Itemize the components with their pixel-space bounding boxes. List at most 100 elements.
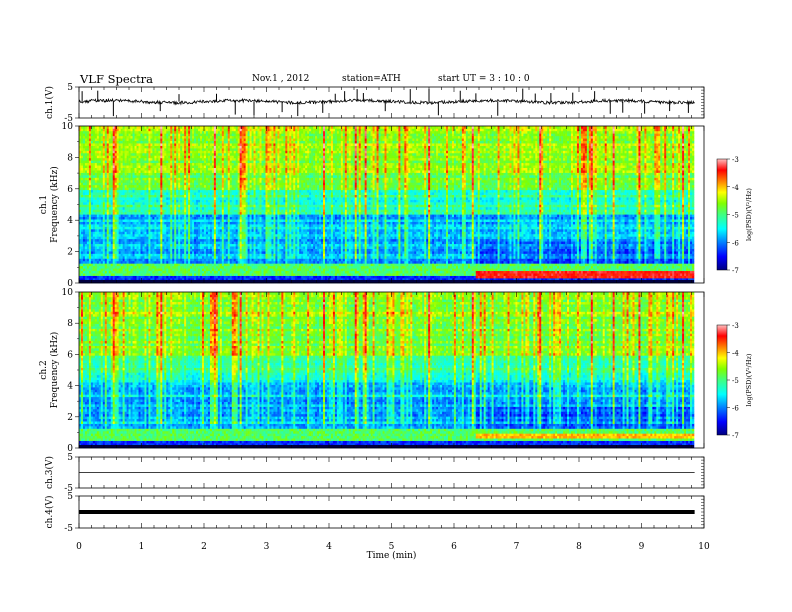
spectrogram-cell <box>231 148 235 151</box>
spectrogram-cell <box>106 175 110 178</box>
spectrogram-cell <box>168 189 171 193</box>
spectrogram-cell <box>116 157 119 161</box>
spectrogram-cell <box>158 251 161 254</box>
spectrogram-cell <box>211 214 215 218</box>
spectrogram-cell <box>221 189 225 193</box>
spectrogram-cell <box>231 243 235 247</box>
spectrogram-cell <box>215 145 219 149</box>
spectrogram-cell <box>124 204 127 208</box>
spectrogram-cell <box>202 155 205 159</box>
spectrogram-cell <box>140 177 143 181</box>
spectrogram-cell <box>182 197 185 200</box>
spectrogram-cell <box>136 184 139 188</box>
spectrogram-cell <box>209 192 213 195</box>
spectrogram-cell <box>82 214 86 218</box>
spectrogram-cell <box>203 233 207 237</box>
spectrogram-cell <box>128 206 131 210</box>
spectrogram-cell <box>92 248 96 252</box>
spectrogram-cell <box>188 236 191 240</box>
spectrogram-cell <box>79 238 82 242</box>
spectrogram-cell <box>102 160 106 164</box>
spectrogram-cell <box>90 256 94 259</box>
spectrogram-cell <box>122 275 125 279</box>
spectrogram-cell <box>128 184 131 188</box>
spectrogram-cell <box>223 221 227 225</box>
spectrogram-cell <box>134 256 137 259</box>
spectrogram-cell <box>102 170 106 173</box>
spectrogram-cell <box>82 194 86 198</box>
spectrogram-cell <box>205 189 209 193</box>
spectrogram-cell <box>186 221 189 225</box>
spectrogram-cell <box>130 133 133 137</box>
spectrogram-cell <box>118 135 121 139</box>
spectrogram-cell <box>233 278 237 281</box>
spectrogram-cell <box>168 167 171 171</box>
spectrogram-cell <box>160 253 163 257</box>
spectrogram-cell <box>110 260 114 264</box>
spectrogram-cell <box>126 197 129 200</box>
spectrogram-cell <box>215 135 219 139</box>
spectrogram-cell <box>102 229 106 232</box>
spectrogram-cell <box>128 126 131 129</box>
spectrogram-cell <box>170 177 173 181</box>
spectrogram-cell <box>225 202 229 205</box>
spectrogram-cell <box>225 143 229 146</box>
spectrogram-cell <box>118 206 121 210</box>
spectrogram-cell <box>166 143 169 146</box>
spectrogram-cell <box>114 238 117 242</box>
spectrogram-cell <box>196 209 199 213</box>
spectrogram-cell <box>90 155 94 159</box>
spectrogram-cell <box>194 184 197 188</box>
spectrogram-cell <box>134 126 137 129</box>
spectrogram-cell <box>221 211 225 215</box>
spectrogram-cell <box>86 206 90 210</box>
spectrogram-cell <box>154 155 157 159</box>
spectrogram-cell <box>102 194 106 198</box>
spectrogram-cell <box>108 226 112 230</box>
spectrogram-cell <box>80 140 84 144</box>
spectrogram-cell <box>225 209 229 213</box>
spectrogram-cell <box>156 165 159 168</box>
spectrogram-cell <box>114 231 117 235</box>
spectrogram-cell <box>140 155 143 159</box>
spectrogram-cell <box>213 182 217 186</box>
spectrogram-cell <box>198 167 201 171</box>
spectrogram-cell <box>192 160 195 164</box>
spectrogram-cell <box>166 238 169 242</box>
spectrogram-cell <box>160 204 163 208</box>
spectrogram-cell <box>94 275 98 279</box>
spectrogram-cell <box>152 155 155 159</box>
spectrogram-cell <box>138 172 141 176</box>
spectrogram-cell <box>219 256 223 259</box>
spectrogram-cell <box>134 152 137 156</box>
spectrogram-cell <box>211 260 215 264</box>
spectrogram-cell <box>192 265 195 269</box>
spectrogram-cell <box>158 172 161 176</box>
spectrogram-cell <box>196 197 199 200</box>
spectrogram-cell <box>227 233 231 237</box>
spectrogram-cell <box>215 126 219 129</box>
spectrogram-cell <box>96 197 100 200</box>
spectrogram-cell <box>118 148 121 151</box>
spectrogram-cell <box>200 226 203 230</box>
spectrogram-cell <box>110 236 114 240</box>
spectrogram-cell <box>202 238 205 242</box>
spectrogram-cell <box>144 128 147 132</box>
spectrogram-cell <box>148 179 151 183</box>
spectrogram-cell <box>104 204 108 208</box>
spectrogram-cell <box>156 167 159 171</box>
spectrogram-cell <box>160 165 163 168</box>
spectrogram-cell <box>106 152 110 156</box>
spectrogram-cell <box>207 126 211 129</box>
spectrogram-cell <box>128 219 131 222</box>
spectrogram-cell <box>217 148 221 151</box>
spectrogram-cell <box>120 135 123 139</box>
spectrogram-cell <box>162 246 165 249</box>
spectrogram-cell <box>80 226 84 230</box>
spectrogram-cell <box>79 199 82 203</box>
spectrogram-cell <box>92 143 96 146</box>
spectrogram-cell <box>94 165 98 168</box>
spectrogram-cell <box>178 246 181 249</box>
spectrogram-cell <box>79 150 82 154</box>
spectrogram-cell <box>202 170 205 173</box>
